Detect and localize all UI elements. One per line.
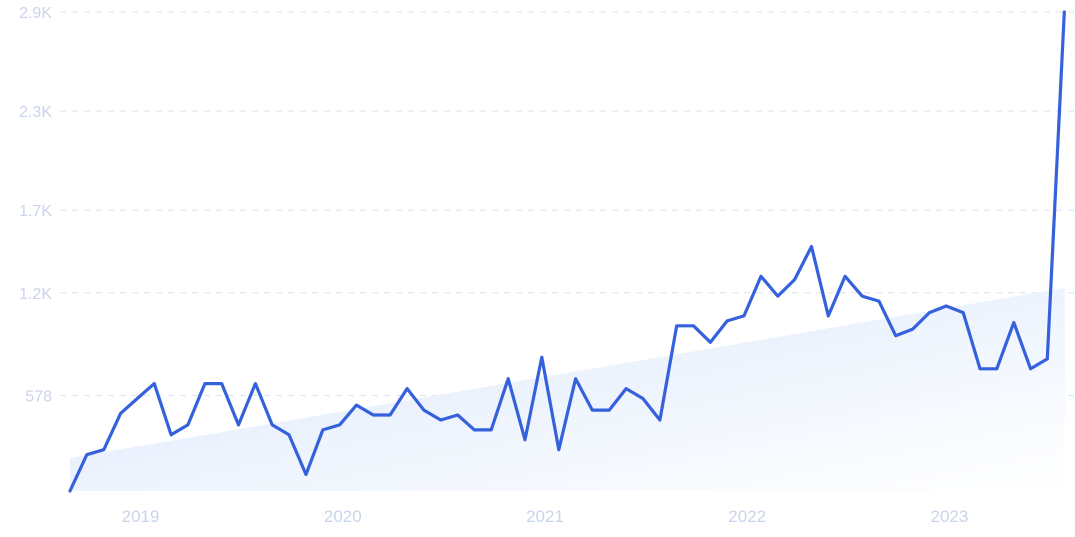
x-tick-label: 2022 — [728, 507, 766, 526]
x-tick-label: 2020 — [324, 507, 362, 526]
y-tick-label: 578 — [25, 389, 52, 406]
x-tick-label: 2019 — [122, 507, 160, 526]
series-layer — [68, 10, 1066, 493]
y-tick-label: 2.3K — [19, 104, 52, 121]
x-axis-ticks: 2019 2020 2021 2022 2023 — [122, 507, 969, 526]
x-tick-label: 2023 — [931, 507, 969, 526]
y-tick-label: 1.7K — [19, 203, 52, 220]
x-tick-label: 2021 — [526, 507, 564, 526]
y-tick-label: 2.9K — [19, 5, 52, 22]
series-line — [68, 10, 1066, 493]
trend-area — [70, 287, 1065, 491]
trend-wedge — [70, 287, 1065, 491]
y-tick-label: 1.2K — [19, 286, 52, 303]
y-axis-ticks: 578 1.2K 1.7K 2.3K 2.9K — [19, 5, 52, 406]
